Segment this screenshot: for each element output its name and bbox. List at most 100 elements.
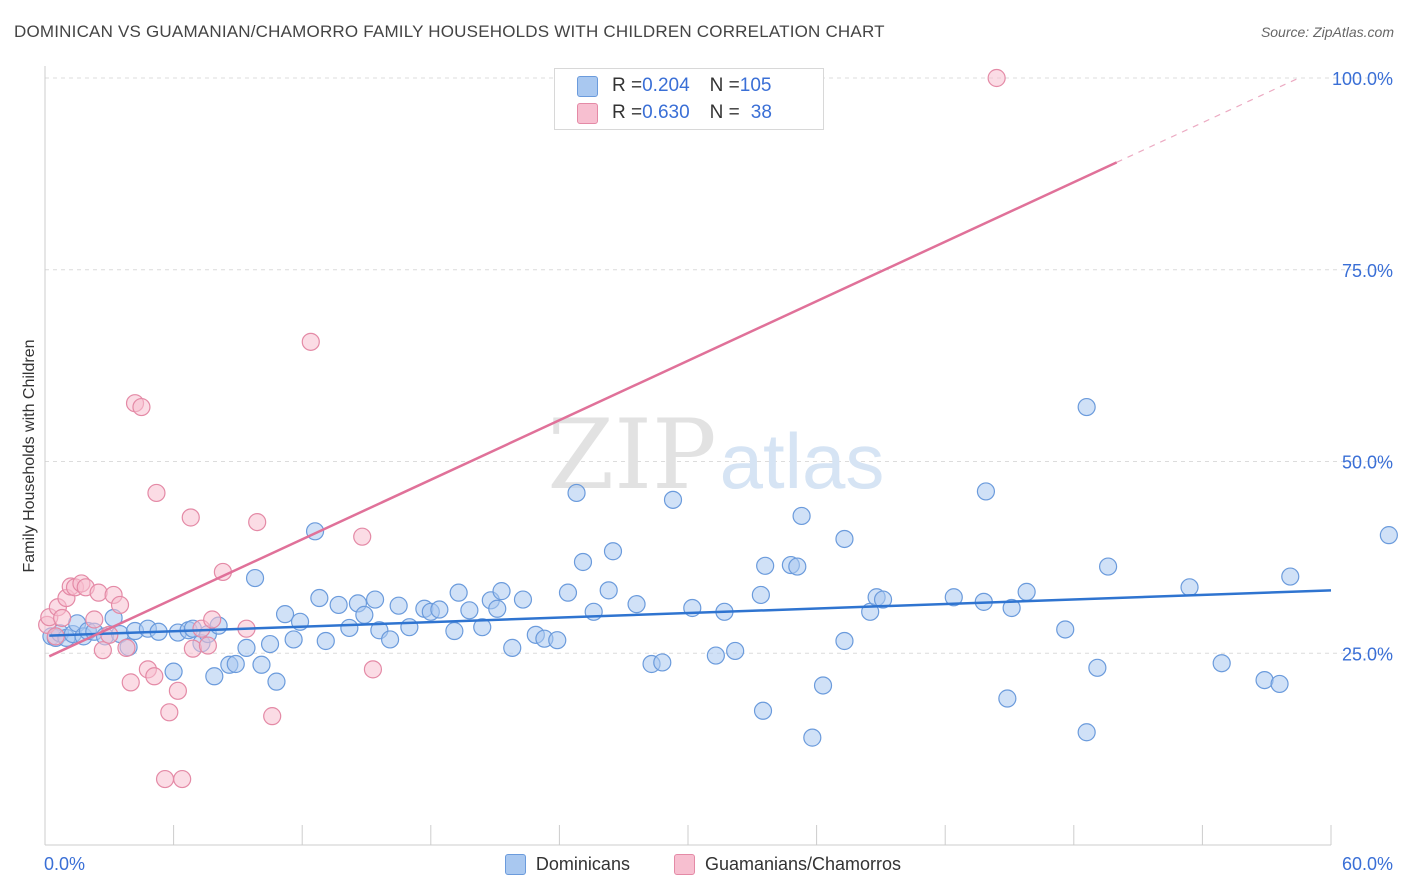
guamanian-point-26: [173, 769, 192, 789]
dominican-point-94: [1056, 620, 1075, 639]
y-tick-label-2: 75.0%: [1342, 261, 1393, 281]
dominican-point-75: [751, 585, 770, 605]
dominican-point-61: [558, 583, 578, 602]
dominican-point-40: [355, 605, 374, 625]
guamanian-point-11: [89, 583, 108, 602]
guamanian-point-37: [353, 527, 372, 546]
dominican-point-93: [1017, 582, 1036, 601]
dominican-point-74: [726, 641, 745, 661]
legend-swatch-dominicans: [577, 75, 598, 97]
guamanian-point-34: [248, 512, 267, 532]
dominican-point-79: [788, 557, 807, 576]
dominican-point-31: [275, 605, 295, 624]
n-value: 38: [750, 102, 772, 123]
dominican-point-72: [706, 646, 725, 665]
dominican-point-80: [792, 506, 811, 526]
r-label: R =: [612, 102, 643, 123]
data-points: [38, 68, 1398, 789]
guamanian-point-27: [181, 508, 200, 527]
dominican-point-22: [205, 667, 224, 686]
dominican-point-55: [492, 582, 511, 601]
dominican-point-43: [380, 630, 400, 649]
dominican-point-38: [340, 618, 359, 638]
y-axis-label: Family Households with Children: [21, 340, 38, 573]
dominican-point-77: [753, 701, 773, 720]
correlation-legend: R = 0.204 N = 105 R = 0.630 N = 38: [554, 68, 824, 130]
guamanian-point-23: [155, 769, 175, 789]
dominican-point-92: [1002, 598, 1021, 618]
r-value: 0.630: [642, 102, 690, 123]
guamanian-point-39: [987, 68, 1006, 88]
dominican-point-16: [164, 662, 183, 681]
dominican-point-63: [573, 552, 593, 572]
series-legend: Dominicans Guamanians/Chamorros: [0, 852, 1406, 876]
guamanian-point-21: [145, 667, 164, 686]
dominican-point-66: [603, 542, 623, 561]
dominican-point-91: [998, 689, 1017, 708]
guamanian-point-12: [93, 641, 112, 660]
guamanian-point-4: [53, 608, 72, 628]
dominican-point-97: [1088, 658, 1107, 677]
guamanian-point-31: [203, 610, 222, 629]
dominican-point-29: [260, 634, 280, 654]
legend-swatch-dominicans: [504, 853, 526, 875]
guamanian-point-22: [147, 483, 166, 503]
dominican-point-32: [284, 630, 303, 649]
dominican-point-82: [813, 676, 833, 695]
guamanian-point-25: [168, 681, 187, 700]
dominican-point-88: [944, 588, 963, 607]
tick-labels: 25.0% 50.0% 75.0% 100.0% 0.0% 60.0%: [44, 69, 1393, 874]
guamanian-point-24: [160, 703, 179, 722]
dominican-point-69: [653, 653, 672, 672]
dominican-point-27: [245, 568, 265, 588]
dominican-point-81: [803, 728, 822, 747]
dominican-point-30: [267, 672, 286, 691]
dominican-point-26: [237, 638, 256, 657]
dominican-point-57: [513, 590, 533, 609]
guamanian-point-38: [363, 660, 383, 679]
dominican-trend-line: [49, 589, 1332, 637]
dominican-point-100: [1212, 654, 1231, 673]
dominican-point-84: [835, 529, 854, 549]
legend-item-guamanians: Guamanians/Chamorros: [673, 853, 902, 875]
dominican-point-52: [473, 618, 492, 637]
dominican-point-28: [252, 655, 271, 674]
dominican-point-62: [567, 483, 586, 503]
n-label: N =: [709, 102, 740, 123]
guamanian-trend-line: [48, 161, 1118, 658]
legend-label-guamanians: Guamanians/Chamorros: [704, 853, 902, 874]
y-tick-label-0: 25.0%: [1342, 644, 1393, 664]
guamanian-point-17: [121, 673, 140, 692]
dominican-point-96: [1077, 723, 1096, 742]
grid-lines: [45, 77, 1392, 654]
dominican-point-44: [389, 596, 408, 615]
dominican-point-36: [316, 631, 335, 651]
dominican-point-95: [1077, 397, 1096, 417]
dominican-point-49: [445, 621, 464, 641]
r-label: R =: [612, 75, 643, 96]
guamanian-point-28: [183, 639, 202, 658]
dominican-point-90: [976, 482, 996, 501]
dominican-point-87: [873, 590, 893, 609]
legend-swatch-guamanians: [673, 853, 695, 875]
guamanian-point-15: [110, 595, 130, 615]
dominican-point-50: [449, 583, 468, 602]
dominican-point-76: [756, 556, 775, 575]
guamanian-trend-extension: [1116, 77, 1300, 163]
chart-title: DOMINICAN VS GUAMANIAN/CHAMORRO FAMILY H…: [14, 22, 885, 41]
dominican-point-60: [548, 631, 567, 650]
watermark-atlas: atlas: [720, 417, 885, 505]
r-value: 0.204: [642, 75, 690, 96]
dominican-point-83: [835, 631, 854, 651]
dominican-point-25: [226, 654, 245, 674]
guamanian-point-35: [263, 707, 282, 726]
axes: [44, 66, 1332, 846]
dominican-point-65: [599, 581, 618, 600]
dominican-point-48: [430, 600, 449, 619]
dominican-point-70: [663, 490, 683, 509]
dominican-point-54: [488, 599, 507, 618]
y-tick-label-3: 100.0%: [1332, 69, 1393, 89]
source-label: Source: ZipAtlas.com: [1260, 24, 1394, 40]
dominican-point-98: [1098, 557, 1118, 576]
dominican-point-104: [1379, 526, 1398, 545]
